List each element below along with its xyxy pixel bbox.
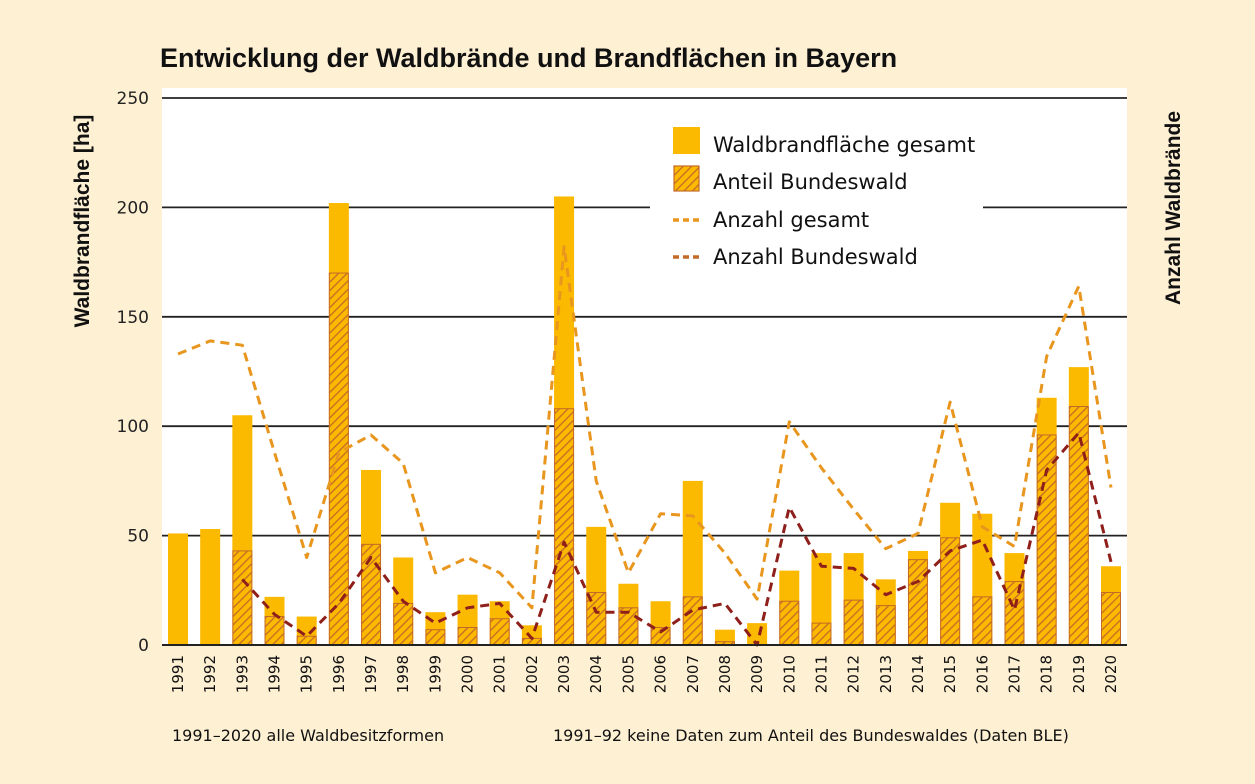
x-tick-label: 1999 bbox=[426, 655, 444, 693]
bar-total-area-2008 bbox=[714, 629, 735, 645]
y-axis-label-right: Anzahl Waldbrände bbox=[1162, 111, 1185, 305]
x-tick-label: 2010 bbox=[780, 655, 798, 693]
x-tick-label: 2016 bbox=[973, 655, 991, 693]
x-tick-label: 2008 bbox=[716, 655, 734, 693]
legend-swatch-total-area bbox=[673, 127, 700, 154]
bar-federal-share-2020 bbox=[1101, 591, 1121, 646]
bar-total-area-1991 bbox=[168, 533, 188, 645]
bar-federal-share-2013 bbox=[875, 605, 896, 646]
bar-federal-share-2019 bbox=[1068, 406, 1089, 646]
y-tick-label: 250 bbox=[117, 89, 149, 109]
bar-federal-share-2000 bbox=[457, 626, 478, 646]
line-count-federal bbox=[241, 431, 1113, 647]
lines bbox=[177, 245, 1113, 647]
bar-federal-share-2007 bbox=[682, 596, 703, 646]
x-tick-label: 2003 bbox=[555, 655, 573, 693]
bar-federal-share-2015 bbox=[940, 537, 961, 646]
gridlines bbox=[162, 97, 1127, 537]
bar-federal-share-2014 bbox=[907, 559, 928, 646]
x-tick-label: 2002 bbox=[523, 655, 541, 693]
x-tick-label: 2019 bbox=[1070, 655, 1088, 693]
chart-title: Entwicklung der Waldbrände und Brandfläc… bbox=[160, 43, 897, 73]
bar-federal-share-2017 bbox=[1004, 581, 1025, 646]
y-tick-label: 0 bbox=[138, 636, 149, 656]
x-tick-label: 2017 bbox=[1005, 655, 1023, 693]
x-tick-label: 2020 bbox=[1102, 655, 1120, 693]
bar-federal-share-1995 bbox=[296, 635, 317, 646]
bar-federal-share-1998 bbox=[393, 602, 414, 646]
x-tick-label: 2014 bbox=[909, 655, 927, 693]
legend-label-federal-share: Anteil Bundeswald bbox=[713, 170, 908, 194]
y-tick-label: 200 bbox=[117, 198, 149, 218]
line-count-total bbox=[177, 245, 1113, 610]
bar-total-area-2011 bbox=[811, 553, 832, 645]
bar-federal-share-2016 bbox=[972, 596, 993, 646]
x-tick-label: 1996 bbox=[330, 655, 348, 693]
x-tick-label: 1997 bbox=[362, 655, 380, 693]
legend-label-total-area: Waldbrandfläche gesamt bbox=[713, 133, 975, 157]
legend-box bbox=[650, 118, 983, 278]
x-tick-label: 2015 bbox=[941, 655, 959, 693]
bar-federal-share-1996 bbox=[328, 272, 349, 646]
bar-federal-share-2001 bbox=[489, 618, 510, 646]
y-tick-label: 100 bbox=[117, 417, 149, 437]
x-tick-label: 2004 bbox=[587, 655, 605, 693]
x-tick-label: 2001 bbox=[491, 655, 509, 693]
bar-federal-share-2018 bbox=[1036, 434, 1057, 646]
x-tick-label: 2000 bbox=[459, 655, 477, 693]
x-tick-label: 1995 bbox=[298, 655, 316, 693]
footnote-left: 1991–2020 alle Waldbesitzformen bbox=[172, 726, 444, 745]
bar-federal-share-1994 bbox=[264, 616, 285, 646]
x-axis-ticks: 1991 1992 1993 1994 1995 1996 1997 1998 1999 2000… bbox=[169, 655, 1120, 693]
bar-federal-share-1999 bbox=[425, 629, 446, 646]
x-tick-label: 2005 bbox=[619, 655, 637, 693]
bar-federal-share-2003 bbox=[554, 408, 575, 646]
x-tick-label: 2011 bbox=[812, 655, 830, 693]
x-tick-label: 2009 bbox=[748, 655, 766, 693]
bar-federal-share-2010 bbox=[779, 600, 800, 646]
legend: Waldbrandfläche gesamt Anteil Bundeswald… bbox=[650, 118, 983, 278]
bar-total-area-1992 bbox=[200, 529, 221, 645]
y-axis-ticks: 0 50 100 150 200 250 bbox=[117, 89, 149, 656]
x-tick-label: 2006 bbox=[652, 655, 670, 693]
x-tick-label: 1994 bbox=[266, 655, 284, 693]
bar-federal-share-2011 bbox=[811, 622, 832, 646]
bar-federal-share-2012 bbox=[843, 599, 864, 646]
legend-label-count-total: Anzahl gesamt bbox=[713, 208, 869, 232]
y-tick-label: 150 bbox=[117, 308, 149, 328]
x-tick-label: 1991 bbox=[169, 655, 187, 693]
x-tick-label: 1998 bbox=[394, 655, 412, 693]
x-tick-label: 1993 bbox=[233, 655, 251, 693]
x-tick-label: 2007 bbox=[684, 655, 702, 693]
legend-swatch-federal-share bbox=[673, 165, 700, 192]
x-tick-label: 2012 bbox=[845, 655, 863, 693]
x-tick-label: 1992 bbox=[201, 655, 219, 693]
y-tick-label: 50 bbox=[127, 527, 149, 547]
x-tick-label: 2018 bbox=[1038, 655, 1056, 693]
footnote-right: 1991–92 keine Daten zum Anteil des Bunde… bbox=[553, 726, 1069, 745]
bar-federal-share-1993 bbox=[232, 550, 253, 646]
legend-label-count-federal: Anzahl Bundeswald bbox=[713, 245, 918, 269]
x-tick-label: 2013 bbox=[877, 655, 895, 693]
y-axis-label-left: Waldbrandfläche [ha] bbox=[71, 115, 94, 328]
